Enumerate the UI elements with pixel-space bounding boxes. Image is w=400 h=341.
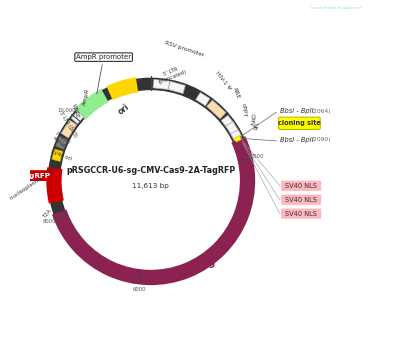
Text: poly(A)
signal: poly(A) signal — [51, 130, 71, 150]
Text: 11,613 bp: 11,613 bp — [132, 183, 169, 189]
Text: SV40 NLS: SV40 NLS — [285, 211, 317, 217]
Text: nucleoplasmin NLS: nucleoplasmin NLS — [9, 168, 55, 201]
Text: BbsI - BpII: BbsI - BpII — [280, 108, 314, 114]
Text: SV40 NLS: SV40 NLS — [285, 197, 317, 203]
Text: SV40 NLS: SV40 NLS — [285, 183, 317, 189]
Text: TagRFP: TagRFP — [21, 173, 51, 179]
Bar — [153, 79, 170, 90]
Text: WPRE: WPRE — [71, 103, 80, 119]
Text: (2090): (2090) — [311, 137, 331, 143]
Text: T2A: T2A — [42, 208, 52, 220]
Text: BbsI - BpII: BbsI - BpII — [280, 137, 314, 143]
Bar — [52, 149, 63, 162]
FancyBboxPatch shape — [281, 181, 321, 191]
Bar — [196, 92, 210, 106]
Text: U6: U6 — [250, 122, 257, 131]
Text: RRE: RRE — [231, 87, 240, 100]
Text: SV40 ori: SV40 ori — [50, 149, 73, 161]
Bar — [234, 135, 242, 142]
Bar — [71, 111, 84, 124]
Bar — [221, 115, 234, 129]
FancyBboxPatch shape — [21, 170, 52, 181]
Text: cloning site: cloning site — [278, 120, 321, 126]
Text: 3' LTR (ΔU3): 3' LTR (ΔU3) — [58, 110, 78, 138]
Text: 8000: 8000 — [42, 219, 56, 224]
Text: 10,000: 10,000 — [58, 108, 76, 113]
FancyBboxPatch shape — [278, 117, 320, 129]
Bar — [231, 130, 242, 141]
Text: 6000: 6000 — [132, 287, 146, 292]
Text: CMV: CMV — [248, 113, 255, 126]
Text: 5' LTR
(truncated): 5' LTR (truncated) — [156, 63, 188, 85]
Text: ori: ori — [116, 102, 131, 116]
Text: RSV promoter: RSV promoter — [164, 40, 204, 58]
Text: 2500: 2500 — [251, 154, 265, 160]
Text: HIV-1 Ψ: HIV-1 Ψ — [215, 70, 232, 91]
Bar — [56, 136, 68, 149]
Text: AmpR promoter: AmpR promoter — [76, 54, 131, 94]
Bar — [168, 81, 185, 94]
Text: (2064): (2064) — [311, 108, 330, 114]
Text: pRSGCCR-U6-sg-CMV-Cas9-2A-TagRFP: pRSGCCR-U6-sg-CMV-Cas9-2A-TagRFP — [66, 166, 235, 175]
Circle shape — [50, 80, 252, 281]
FancyBboxPatch shape — [281, 195, 321, 205]
Bar — [61, 120, 77, 138]
Bar — [207, 100, 226, 119]
Bar — [226, 121, 240, 137]
Text: Created with SnapGene®: Created with SnapGene® — [310, 6, 363, 10]
Text: AmpR: AmpR — [82, 88, 91, 106]
FancyBboxPatch shape — [281, 209, 321, 219]
Text: cPPT: cPPT — [240, 103, 246, 117]
Text: Cas9: Cas9 — [189, 260, 215, 270]
